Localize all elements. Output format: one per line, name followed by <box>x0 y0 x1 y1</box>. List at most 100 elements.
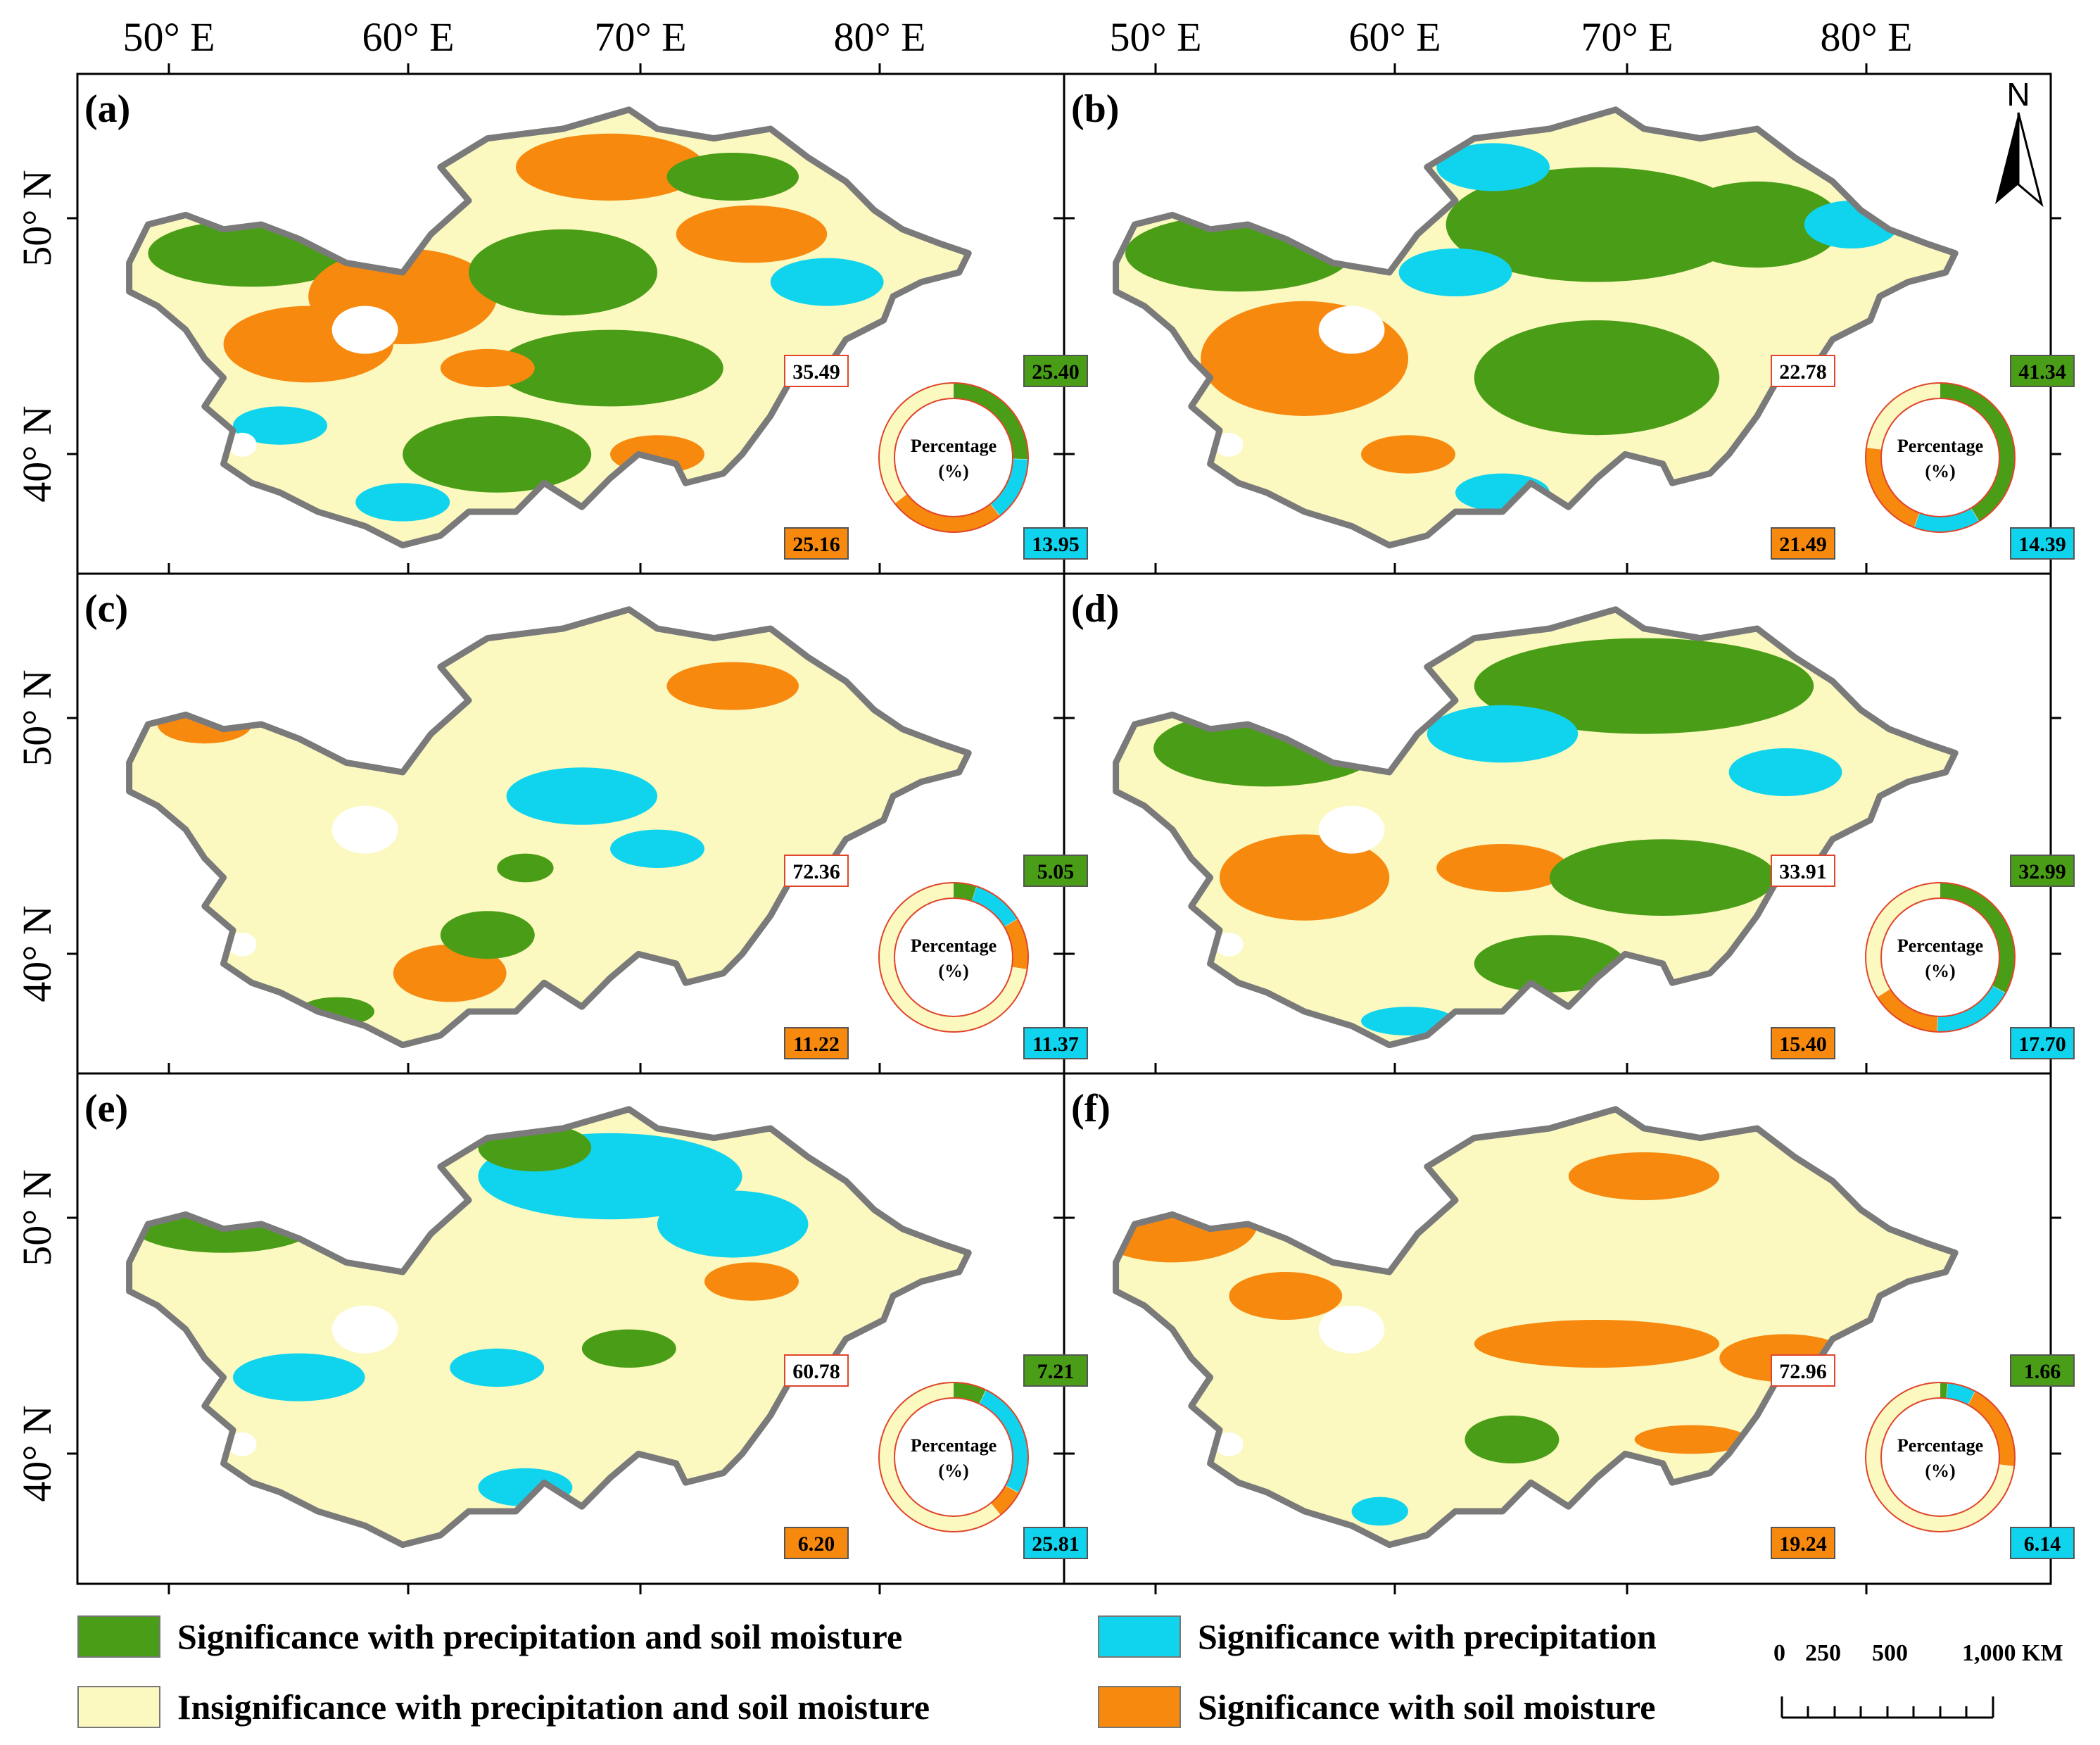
class-patch-soil <box>676 205 828 263</box>
donut-slice-precip <box>990 458 1028 516</box>
class-patch-precip <box>610 829 704 869</box>
legend-swatch-precip <box>1098 1615 1181 1658</box>
class-patch-soil <box>1474 1320 1720 1368</box>
scale-label-0: 0 <box>1773 1640 1785 1666</box>
panel-label: (b) <box>1071 87 1119 131</box>
lon-label: 60° E <box>362 14 454 60</box>
value-text-precip: 13.95 <box>1032 533 1080 556</box>
donut-slice-precip <box>979 1390 1028 1493</box>
value-text-both: 41.34 <box>2018 360 2066 384</box>
value-text-both: 5.05 <box>1037 860 1075 883</box>
percentage-donut: Percentage (%) <box>878 882 1029 1033</box>
class-patch-soil <box>440 348 535 388</box>
class-patch-both <box>1474 638 1814 734</box>
legend-swatch-both <box>77 1615 160 1658</box>
donut-slice-both <box>1940 1382 1948 1399</box>
lon-label: 70° E <box>594 14 686 60</box>
region-border <box>1113 106 1959 549</box>
lat-label: 50° N <box>14 170 60 267</box>
lake-void <box>331 805 398 854</box>
value-text-soil: 15.40 <box>1779 1033 1827 1056</box>
legend-swatch-insig <box>77 1686 160 1728</box>
map-panel <box>1113 1106 1959 1549</box>
class-patch-soil <box>1436 844 1569 892</box>
donut-slice-insig <box>879 1382 1001 1532</box>
value-text-insig: 60.78 <box>792 1360 840 1383</box>
percentage-donut: Percentage (%) <box>1865 382 2016 533</box>
donut-title: Percentage <box>911 936 997 956</box>
region-border <box>1113 1106 1959 1549</box>
graticule-ticks <box>67 63 2061 1594</box>
legend-item-soil: Significance with soil moisture <box>1098 1686 1655 1728</box>
value-box-soil: 6.20 <box>784 1527 849 1559</box>
donut-slice-soil <box>894 493 1000 532</box>
class-patch-both <box>469 229 657 316</box>
value-text-precip: 6.14 <box>2024 1532 2061 1556</box>
lon-label: 50° E <box>1109 14 1201 60</box>
class-patch-soil <box>1220 834 1390 921</box>
lake-void <box>331 1305 398 1354</box>
scale-label-1000: 1,000 KM <box>1962 1640 2063 1666</box>
class-patch-precip <box>1398 248 1512 296</box>
class-patch-both <box>666 153 799 201</box>
class-patch-soil <box>704 1262 799 1301</box>
donut-slice-soil <box>1968 1391 2015 1466</box>
region-border <box>126 1106 972 1549</box>
region-classes <box>1115 1152 1852 1526</box>
value-text-insig: 35.49 <box>792 360 840 384</box>
value-box-precip: 17.70 <box>2010 1027 2075 1059</box>
region-classes <box>148 133 884 522</box>
class-patch-precip <box>770 258 884 306</box>
value-text-soil: 6.20 <box>798 1532 835 1556</box>
class-patch-precip <box>233 1353 365 1401</box>
lake-void <box>228 932 257 957</box>
class-patch-precip <box>355 483 450 522</box>
legend-item-insig: Insignificance with precipitation and so… <box>77 1686 930 1728</box>
class-patch-soil <box>666 662 799 710</box>
region-classes <box>1153 638 1842 1035</box>
panel-frames <box>76 73 2052 1585</box>
donut-unit: (%) <box>938 1461 968 1481</box>
donut-title: Percentage <box>911 1435 997 1456</box>
class-patch-soil <box>1229 1272 1343 1320</box>
panel-label: (e) <box>84 1087 128 1130</box>
value-box-both: 1.66 <box>2010 1354 2075 1387</box>
north-arrow-icon: N <box>1995 76 2044 208</box>
value-box-insig: 33.91 <box>1771 855 1835 887</box>
class-patch-both <box>497 853 554 883</box>
class-patch-insig <box>1672 286 1804 335</box>
lake-void <box>1215 932 1244 957</box>
class-patch-soil <box>393 944 507 1002</box>
value-box-precip: 13.95 <box>1023 527 1088 560</box>
value-box-both: 25.40 <box>1023 355 1088 387</box>
donut-slice-both <box>953 883 977 902</box>
map-panel <box>1113 606 1959 1049</box>
legend-label-soil: Significance with soil moisture <box>1198 1687 1656 1727</box>
lake-void <box>1215 432 1244 457</box>
donut-title: Percentage <box>1897 936 1983 956</box>
class-patch-both <box>403 416 592 493</box>
north-label: N <box>2006 76 2030 113</box>
class-patch-precip <box>1436 143 1550 191</box>
donut-slice-insig <box>1866 383 1940 450</box>
region-fill <box>129 609 969 1045</box>
value-box-insig: 35.49 <box>784 355 849 387</box>
donut-title: Percentage <box>1897 1435 1983 1456</box>
lake-void <box>331 305 398 354</box>
axis-labels: 50° E 60° E 70° E 80° E 50° E 60° E 70° E 80° E… <box>14 14 1913 1502</box>
donut-unit: (%) <box>938 961 968 981</box>
scale-label-250: 250 <box>1805 1640 1841 1666</box>
class-patch-both <box>497 329 723 407</box>
scale-bar-ruler <box>1780 1696 1994 1719</box>
donut-slice-both <box>953 1382 986 1404</box>
donut-slice-both <box>1940 883 2015 993</box>
donut-slice-soil <box>990 1485 1019 1516</box>
donut-slice-precip <box>1937 985 2006 1032</box>
lake-void <box>228 432 257 457</box>
class-patch-both <box>581 1329 676 1368</box>
class-patch-precip <box>1728 748 1842 796</box>
donut-slice-both <box>1940 383 2015 522</box>
value-box-both: 7.21 <box>1023 1354 1088 1387</box>
value-text-precip: 25.81 <box>1032 1532 1080 1556</box>
